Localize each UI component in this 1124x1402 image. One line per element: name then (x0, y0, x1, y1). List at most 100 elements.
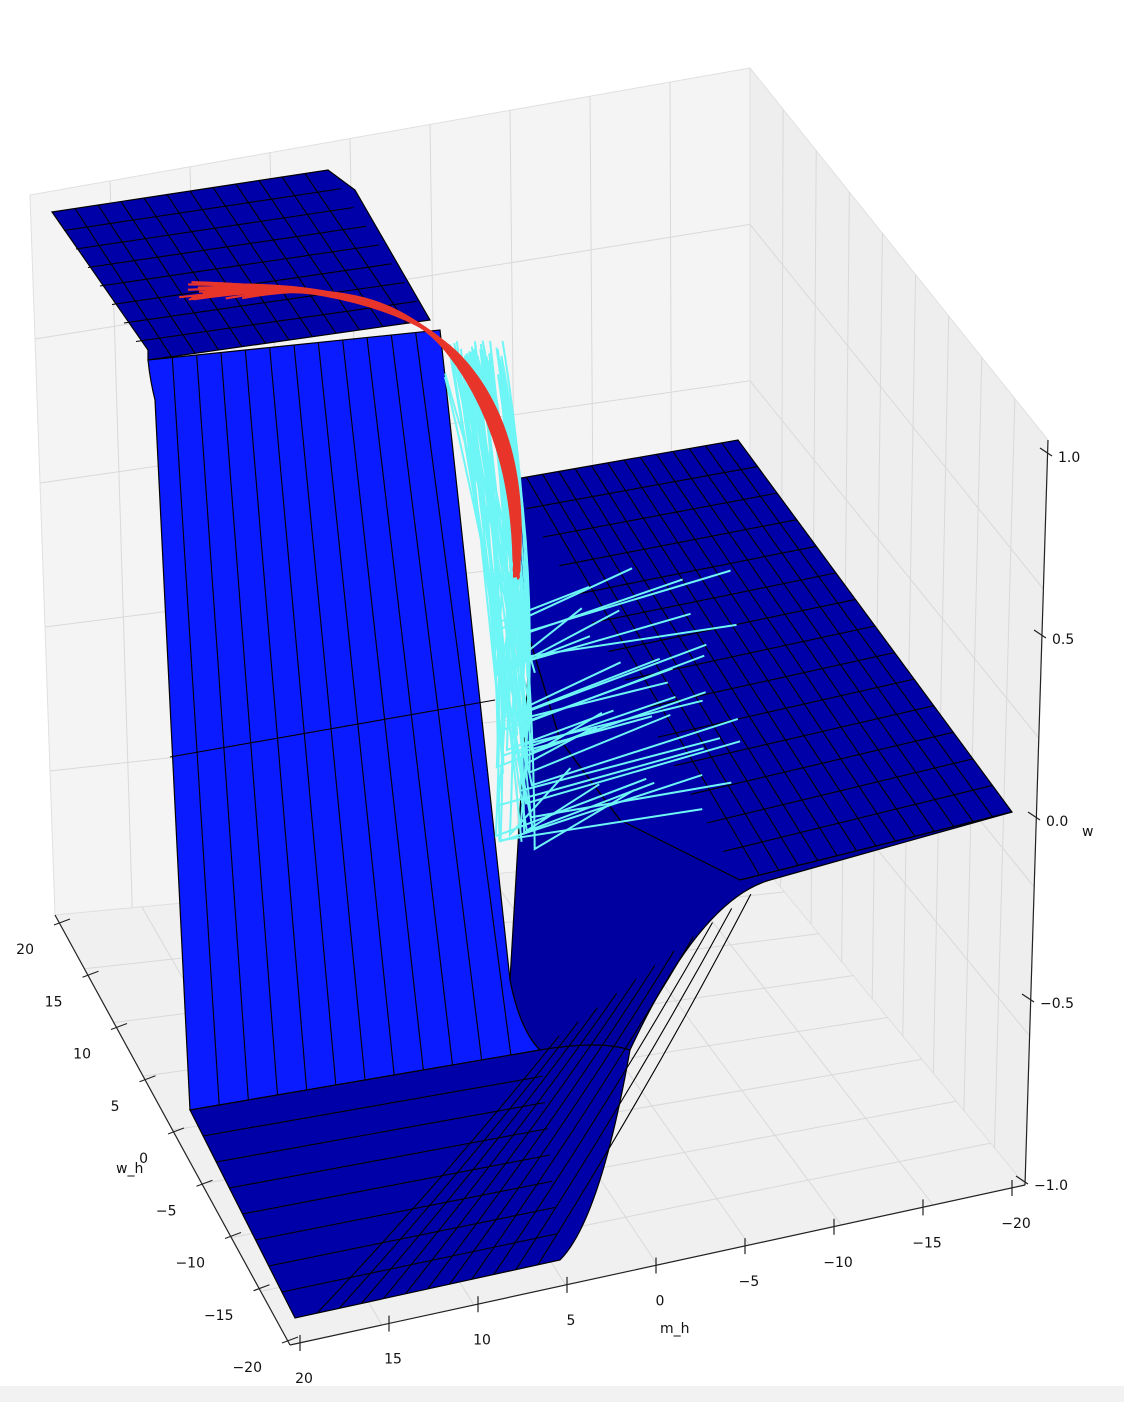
y-tick-label: −10 (175, 1256, 205, 1272)
mesh-line (404, 978, 637, 1295)
y-tick-label: 5 (111, 1099, 120, 1115)
mesh-line (293, 344, 366, 1081)
y-tick (167, 1127, 185, 1135)
mesh-line (169, 699, 496, 758)
x-axis-line (289, 1184, 1026, 1346)
mesh-line (390, 334, 483, 1061)
y-tick (110, 1022, 128, 1031)
cyan-trajectory-line (455, 341, 515, 755)
grid-line (871, 233, 883, 999)
tick-marks: 20 15 10 5 0 −5 −10 −15 −20 20 15 10 5 0 −5 −10 −15 −20 1.… (16, 447, 1080, 1387)
mesh-line (657, 678, 915, 738)
z-tick-label: 0.0 (1046, 814, 1068, 830)
mesh-line (281, 1233, 558, 1293)
mesh-line (220, 352, 279, 1096)
mesh-line (171, 357, 220, 1106)
mesh-line (537, 893, 752, 1266)
x-tick-label: −15 (912, 1235, 942, 1251)
z-tick-label: 0.5 (1052, 632, 1074, 648)
mesh-line (515, 908, 733, 1270)
y-tick (82, 970, 99, 978)
z-axis-line (1024, 439, 1049, 1186)
mesh-line (360, 1007, 598, 1304)
grid-line (749, 224, 1044, 590)
y-tick-label: 0 (139, 1151, 148, 1167)
y-tick (53, 918, 71, 926)
mesh-line (242, 1154, 551, 1215)
y-tick-label: 20 (16, 942, 34, 958)
mesh-line (269, 347, 337, 1086)
red-trajectory-line (233, 287, 521, 572)
mesh-line (87, 225, 367, 269)
z-tick-label: −0.5 (1040, 996, 1074, 1012)
mesh-line (559, 519, 797, 567)
mesh-line (415, 332, 512, 1056)
mesh-line (229, 1128, 548, 1189)
x-tick-label: 5 (567, 1313, 576, 1329)
surface (50, 169, 1014, 1319)
mesh-line (123, 281, 405, 324)
x-tick-label: −10 (823, 1255, 853, 1271)
y-tick-label: −20 (232, 1360, 262, 1376)
surface-mesh (63, 173, 994, 1314)
red-trajectory-line (199, 290, 520, 579)
mesh-line (723, 784, 993, 852)
y-axis-line (54, 914, 291, 1346)
mesh-line (75, 206, 354, 250)
mesh-line (216, 1101, 546, 1163)
mesh-line (471, 936, 694, 1280)
cyan-trajectory-line (465, 353, 505, 774)
mesh-line (268, 1206, 556, 1267)
z-tick (1027, 811, 1041, 821)
y-tick-label: −15 (204, 1308, 234, 1324)
y-axis-label: w_h (116, 1161, 143, 1177)
mesh-line (342, 339, 424, 1071)
x-axis-label: m_h (660, 1321, 690, 1337)
z-tick (1033, 629, 1047, 639)
cyan-trajectory-line (448, 350, 534, 829)
mesh-line (255, 1180, 553, 1241)
mesh-line (317, 342, 395, 1076)
mesh-line (196, 354, 249, 1101)
z-tick (1021, 993, 1035, 1003)
y-tick (139, 1075, 156, 1083)
mesh-line (366, 337, 454, 1066)
mesh-line (63, 188, 341, 232)
mesh-line (493, 922, 713, 1275)
z-axis-label: w (1082, 824, 1093, 840)
z-tick (1015, 1175, 1029, 1185)
cyan-trajectory-line (499, 359, 705, 724)
mesh-line (674, 705, 934, 767)
grid-line (993, 398, 1016, 1148)
mesh-line (135, 300, 418, 343)
mesh-line (707, 758, 973, 824)
mesh-line (427, 964, 656, 1290)
mesh-line (690, 731, 954, 795)
y-tick (253, 1284, 270, 1292)
x-tick-label: −5 (739, 1274, 760, 1290)
cyan-trajectory-line (444, 373, 531, 632)
mesh-line (382, 993, 618, 1300)
z-tick-label: −1.0 (1034, 1178, 1068, 1194)
y-tick-label: 10 (73, 1047, 91, 1063)
grid-line (749, 380, 1040, 739)
z-tick (1039, 447, 1053, 457)
mesh-line (592, 572, 836, 624)
z-tick-label: 1.0 (1058, 450, 1080, 466)
mesh-line (316, 1035, 560, 1314)
y-tick (281, 1336, 299, 1344)
y-tick (196, 1179, 213, 1187)
mesh-line (99, 244, 380, 287)
grid-line (932, 315, 950, 1074)
mesh-line (542, 492, 778, 538)
mesh-line (449, 950, 675, 1285)
mesh-line (203, 1075, 543, 1137)
mesh-line (526, 466, 758, 510)
mesh-line (575, 545, 817, 595)
y-tick-label: 15 (45, 994, 63, 1010)
x-tick-label: 15 (384, 1352, 402, 1368)
x-tick-label: 20 (295, 1371, 313, 1387)
x-tick-label: 10 (473, 1332, 491, 1348)
mesh-line (244, 349, 308, 1091)
